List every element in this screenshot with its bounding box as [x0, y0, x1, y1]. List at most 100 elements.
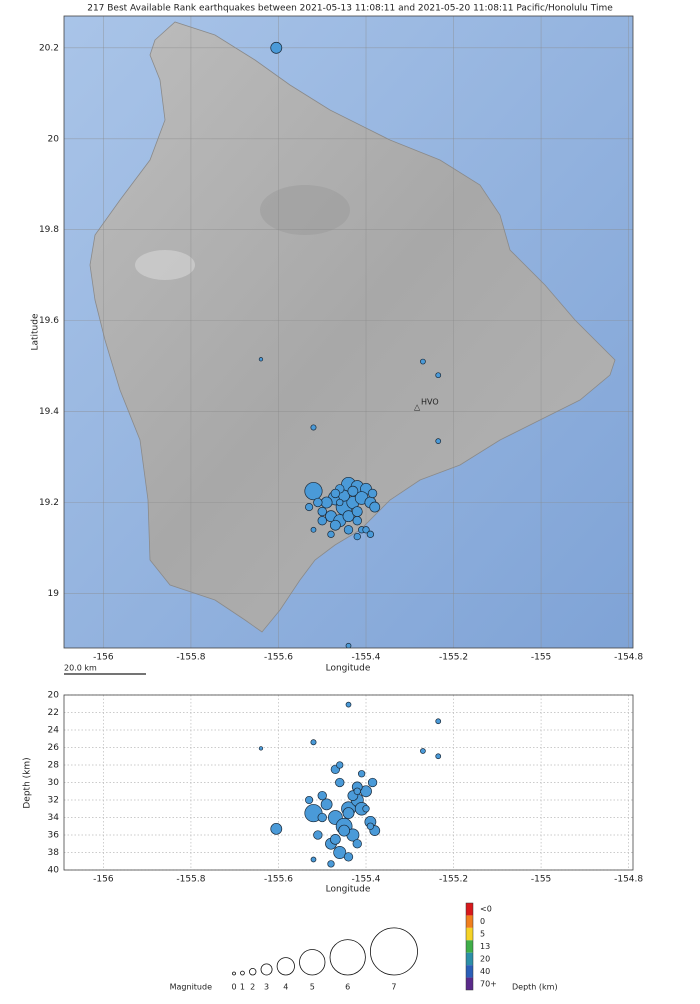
earthquake — [317, 790, 327, 801]
y-tick-label: 24 — [48, 726, 60, 736]
hvo-marker: △ — [414, 403, 421, 412]
earthquake — [435, 753, 442, 760]
y-tick-label: 30 — [48, 778, 60, 788]
depth-color — [466, 977, 473, 990]
earthquake — [367, 488, 378, 499]
map-frame — [63, 15, 634, 649]
earthquake — [270, 41, 283, 54]
earthquake — [258, 357, 264, 362]
magnitude-swatch — [370, 927, 418, 976]
x-tick-label: -155 — [531, 653, 551, 663]
earthquake — [317, 506, 327, 517]
earthquake — [317, 812, 327, 823]
summit-shade — [135, 250, 195, 280]
earthquake — [353, 532, 361, 541]
earthquake — [310, 856, 317, 863]
earthquake — [362, 526, 370, 534]
depth-label: 70+ — [480, 979, 497, 988]
magnitude-swatch — [240, 970, 245, 976]
magnitude-label: 5 — [310, 983, 315, 992]
x-tick-label: -154.8 — [614, 653, 643, 663]
earthquake — [320, 496, 333, 509]
summit-shade — [260, 185, 350, 235]
x-tick-label: -155.2 — [439, 653, 468, 663]
x-tick-label: -155.8 — [176, 875, 205, 885]
earthquake — [327, 530, 335, 538]
depth-label: 20 — [480, 954, 490, 963]
depth-color — [466, 940, 473, 953]
depth-color — [466, 903, 473, 916]
magnitude-label: 1 — [240, 983, 245, 992]
y-tick-label: 28 — [48, 761, 60, 771]
earthquake — [352, 839, 362, 849]
y-tick-label: 40 — [48, 866, 60, 876]
x-tick-label: -155.6 — [264, 653, 293, 663]
earthquake — [336, 498, 344, 507]
earthquake — [317, 516, 327, 526]
magnitude-swatch — [299, 949, 326, 976]
earthquake — [352, 516, 362, 526]
earthquake — [342, 807, 355, 820]
earthquake — [313, 497, 323, 508]
earthquake — [320, 798, 333, 811]
figure-title: 217 Best Available Rank earthquakes betw… — [87, 4, 613, 14]
y-tick-label: 19.2 — [39, 498, 59, 508]
earthquake — [342, 510, 355, 523]
earthquake — [420, 358, 426, 365]
y-tick-label: 36 — [48, 831, 60, 841]
earthquake — [270, 822, 283, 835]
magnitude-swatch — [260, 963, 273, 976]
y-tick-label: 19.6 — [39, 316, 59, 326]
y-tick-label: 34 — [48, 813, 60, 823]
depth-color — [466, 952, 473, 966]
earthquake — [345, 642, 352, 648]
earthquake — [362, 805, 370, 813]
magnitude-swatch — [276, 957, 295, 976]
depth-label: 5 — [480, 930, 485, 939]
x-tick-label: -155 — [531, 875, 551, 885]
magnitude-swatch — [329, 939, 366, 976]
earthquake — [313, 830, 323, 840]
magnitude-swatch — [232, 971, 236, 976]
x-tick-label: -155.8 — [176, 653, 205, 663]
magnitude-label: 7 — [391, 983, 396, 992]
earthquake — [329, 833, 341, 845]
y-tick-label: 20 — [48, 691, 60, 701]
earthquake — [367, 777, 378, 788]
x-tick-label: -156 — [93, 875, 114, 885]
x-tick-label: -155.2 — [439, 875, 468, 885]
depth-label: 0 — [480, 917, 485, 926]
earthquake — [353, 787, 361, 795]
depth-label: <0 — [480, 905, 492, 914]
depth-legend-title: Depth (km) — [512, 983, 558, 992]
earthquake — [343, 852, 354, 862]
magnitude-label: 3 — [264, 983, 269, 992]
magnitude-label: 6 — [345, 983, 350, 992]
earthquake — [335, 777, 345, 788]
earthquake — [258, 746, 264, 751]
earthquake — [366, 530, 375, 538]
earthquake — [435, 438, 442, 444]
earthquake — [304, 482, 323, 501]
earthquake — [336, 761, 344, 769]
earthquake — [366, 822, 375, 830]
earthquake — [420, 748, 426, 754]
y-tick-label: 19.4 — [39, 407, 59, 417]
y-tick-label: 32 — [48, 796, 59, 806]
hvo-label: HVO — [421, 398, 439, 407]
scale-bar-label: 20.0 km — [64, 664, 97, 673]
y-tick-label: 20 — [48, 134, 60, 144]
earthquake — [343, 525, 354, 535]
earthquake — [310, 526, 317, 533]
earthquake — [357, 770, 366, 778]
x-tick-label: -154.8 — [614, 875, 643, 885]
x-tick-label: -155.4 — [351, 653, 380, 663]
y-tick-label: 19 — [48, 589, 60, 599]
earthquake — [305, 795, 314, 805]
x-axis-label: Longitude — [326, 664, 371, 674]
earthquake — [327, 860, 335, 868]
depth-color — [466, 927, 473, 941]
earthquake — [330, 488, 341, 499]
y-tick-label: 19.8 — [39, 225, 59, 235]
magnitude-label: 2 — [250, 983, 255, 992]
